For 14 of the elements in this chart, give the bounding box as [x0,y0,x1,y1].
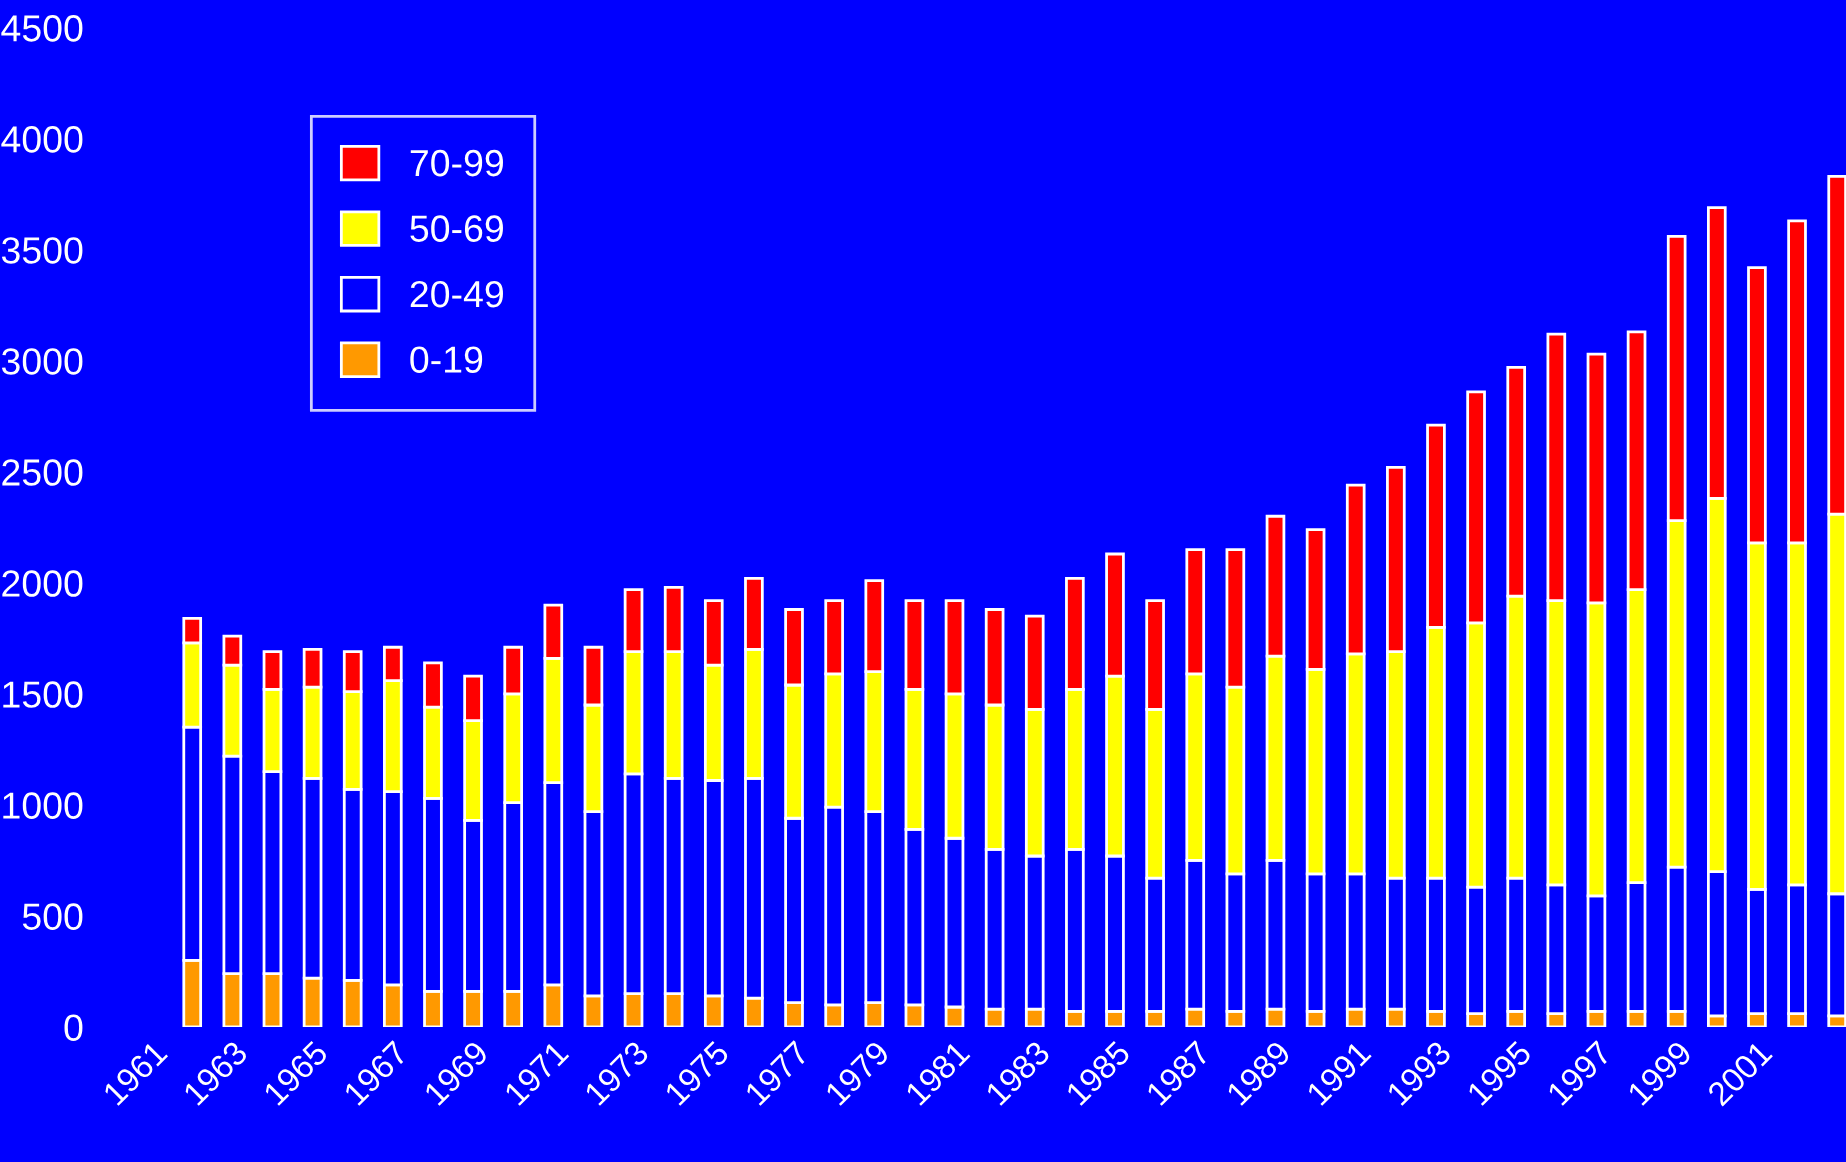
legend-label: 70-99 [410,149,503,177]
y-tick-label: 1000 [3,792,83,819]
y-tick-label: 4000 [1,126,83,153]
legend-label: 20-49 [410,280,503,308]
y-tick-label: 1500 [3,681,83,708]
legend-label: 0-19 [410,346,483,373]
y-tick-label: 2500 [2,459,83,486]
legend-label: 50-69 [410,215,503,242]
y-tick-label: 500 [22,903,83,930]
y-tick-label: 4500 [1,15,83,42]
y-tick-label: 2000 [2,570,83,597]
y-tick-label: 0 [64,1014,83,1041]
y-tick-label: 3000 [1,348,83,375]
y-tick-label: 3500 [1,237,83,264]
